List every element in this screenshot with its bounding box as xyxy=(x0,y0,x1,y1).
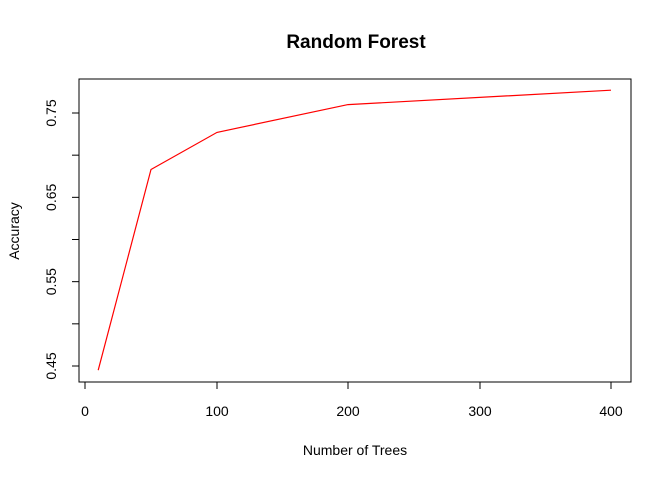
x-tick-label: 100 xyxy=(205,403,229,419)
y-axis: 0.45 0.55 0.65 0.75 xyxy=(43,99,80,380)
accuracy-line xyxy=(97,89,612,371)
y-axis-label: Accuracy xyxy=(6,202,22,260)
y-tick-label: 0.45 xyxy=(43,352,59,379)
y-tick-label: 0.75 xyxy=(43,99,59,126)
y-tick-label: 0.65 xyxy=(43,183,59,210)
x-tick-label: 300 xyxy=(468,403,492,419)
x-axis: 0 100 200 300 400 xyxy=(81,381,623,419)
chart-title: Random Forest xyxy=(286,32,426,53)
x-axis-label: Number of Trees xyxy=(303,442,407,458)
x-tick-label: 200 xyxy=(336,403,360,419)
series-group xyxy=(97,89,612,371)
y-tick-label: 0.55 xyxy=(43,268,59,295)
x-tick-label: 400 xyxy=(599,403,623,419)
x-tick-label: 0 xyxy=(81,403,89,419)
plot-frame xyxy=(78,78,632,383)
